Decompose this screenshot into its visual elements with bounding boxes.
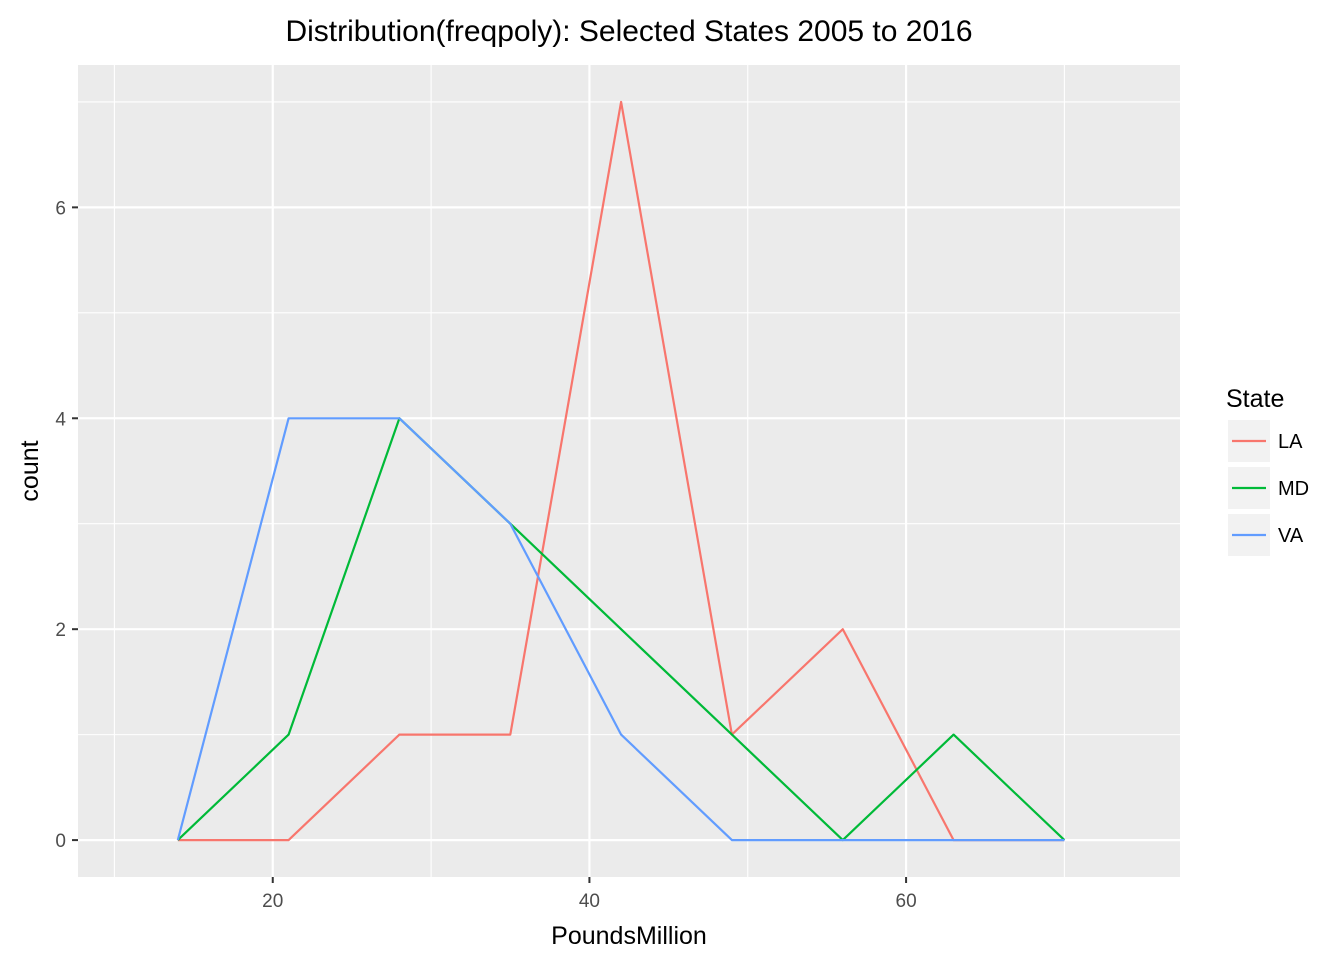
y-axis: 0 2 4 6 <box>55 198 78 852</box>
legend-label-la: LA <box>1278 431 1303 453</box>
y-tick-label: 2 <box>55 620 66 641</box>
x-axis: 20 40 60 <box>262 877 917 912</box>
series-line-md <box>177 417 1066 842</box>
y-tick-label: 6 <box>55 198 66 219</box>
series-line-va <box>176 417 1065 842</box>
chart-title: Distribution(freqpoly): Selected States … <box>285 15 972 48</box>
y-tick-label: 0 <box>55 831 66 852</box>
legend-label-va: VA <box>1278 525 1304 547</box>
x-axis-title: PoundsMillion <box>551 922 707 950</box>
x-tick-label: 40 <box>579 891 600 912</box>
legend: State LA MD VA <box>1226 385 1309 556</box>
x-tick-label: 60 <box>896 891 917 912</box>
y-axis-title: count <box>16 440 44 501</box>
plot-panel <box>78 65 1180 877</box>
x-tick-label: 20 <box>262 891 283 912</box>
legend-title: State <box>1226 385 1284 413</box>
y-tick-label: 4 <box>55 409 66 430</box>
legend-label-md: MD <box>1278 478 1309 500</box>
series-lines <box>176 100 1066 842</box>
